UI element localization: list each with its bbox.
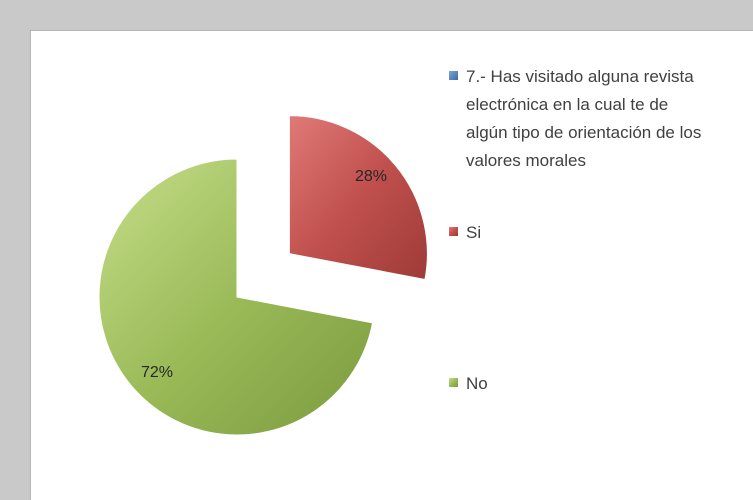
legend-swatch-si xyxy=(449,227,458,236)
slice-label-si: 28% xyxy=(355,168,387,185)
legend-label-si: Si xyxy=(466,223,481,242)
legend: 7.- Has visitado alguna revista electrón… xyxy=(449,67,706,393)
pie-slice-si xyxy=(288,115,428,281)
legend-label-series: 7.- Has visitado alguna revista electrón… xyxy=(466,67,706,170)
legend-swatch-series xyxy=(449,71,458,80)
pie-slice-no xyxy=(98,158,374,436)
legend-label-no: No xyxy=(466,374,488,393)
legend-swatch-no xyxy=(449,378,458,387)
slice-label-no: 72% xyxy=(141,364,173,381)
